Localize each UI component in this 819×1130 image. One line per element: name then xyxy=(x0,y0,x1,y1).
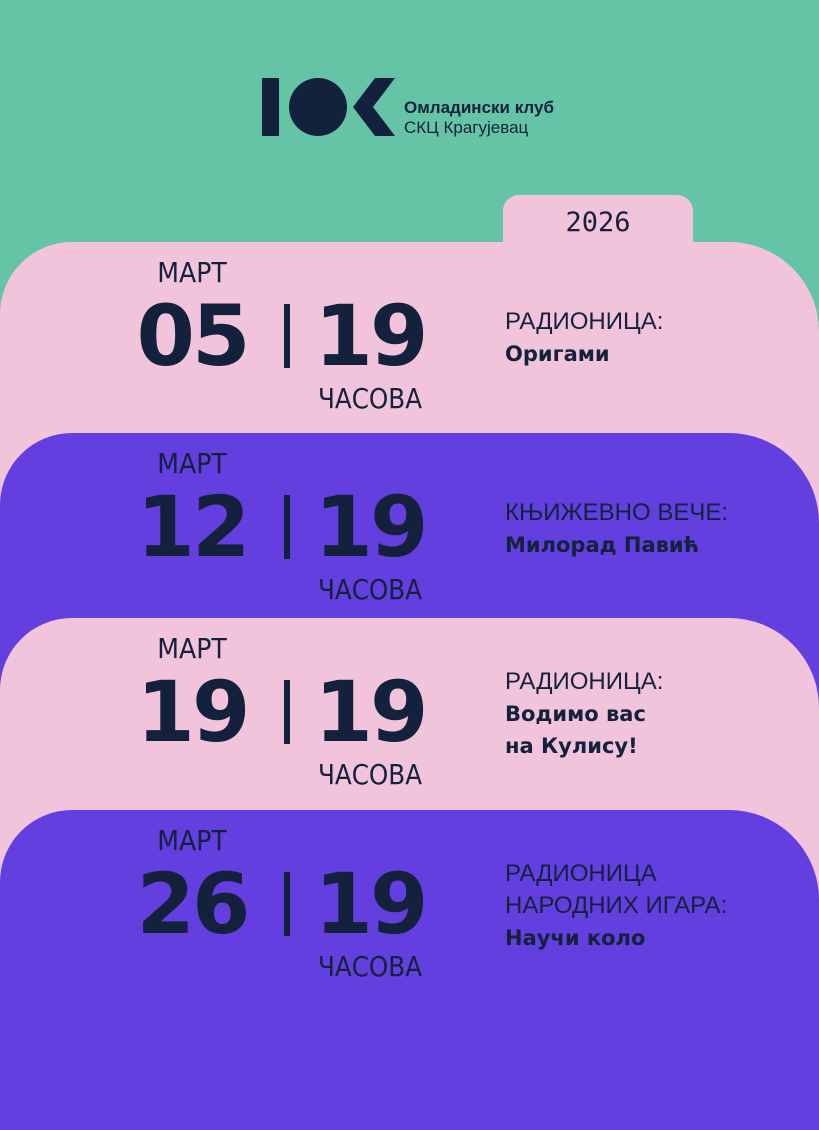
logo-text: Омладински клуб СКЦ Крагујевац xyxy=(404,98,554,138)
event-description: РАДИОНИЦА НАРОДНИХ ИГАРА: Научи коло xyxy=(505,858,727,954)
event-hours-label: ЧАСОВА xyxy=(317,758,423,791)
event-title-line: Оригами xyxy=(505,342,610,366)
event-day: 05 xyxy=(136,287,251,385)
event-description: РАДИОНИЦА: Оригами xyxy=(505,306,663,370)
date-time-divider xyxy=(284,872,290,936)
date-time-divider xyxy=(284,680,290,744)
event-title-line: Милорад Павић xyxy=(505,533,700,557)
event-day: 12 xyxy=(136,478,251,576)
event-title-line: Научи коло xyxy=(505,926,646,950)
logo-mark-chevron xyxy=(353,78,395,136)
brand-line-1: Омладински клуб xyxy=(404,98,554,117)
event-description: КЊИЖЕВНО ВЕЧЕ: Милорад Павић xyxy=(505,497,728,561)
brand-line-2: СКЦ Крагујевац xyxy=(404,118,529,137)
event-title-line: на Кулису! xyxy=(505,734,638,758)
event-month: МАРТ xyxy=(157,824,227,857)
event-hours-label: ЧАСОВА xyxy=(317,950,423,983)
event-hour: 19 xyxy=(314,478,429,576)
event-title-line: Водимо вас xyxy=(505,702,646,726)
event-hour: 19 xyxy=(314,663,429,761)
event-type-line: РАДИОНИЦА: xyxy=(505,668,664,695)
logo-mark-circle xyxy=(289,78,347,136)
event-hour: 19 xyxy=(314,287,429,385)
event-day: 26 xyxy=(136,855,251,953)
event-card: МАРТ 26 19 ЧАСОВА РАДИОНИЦА НАРОДНИХ ИГАР… xyxy=(0,810,819,1130)
event-day: 19 xyxy=(136,663,251,761)
event-type-line: РАДИОНИЦА: xyxy=(505,308,664,335)
event-month: МАРТ xyxy=(157,256,227,289)
event-hours-label: ЧАСОВА xyxy=(317,382,423,415)
logo-mark-bar xyxy=(262,78,279,136)
event-type-line: НАРОДНИХ ИГАРА: xyxy=(505,892,728,919)
event-hour: 19 xyxy=(314,855,429,953)
event-type-line: РАДИОНИЦА xyxy=(505,860,657,887)
date-time-divider xyxy=(284,495,290,559)
event-description: РАДИОНИЦА: Водимо вас на Кулису! xyxy=(505,666,663,762)
event-type-line: КЊИЖЕВНО ВЕЧЕ: xyxy=(505,499,729,526)
event-hours-label: ЧАСОВА xyxy=(317,573,423,606)
date-time-divider xyxy=(284,304,290,368)
event-month: МАРТ xyxy=(157,447,227,480)
event-month: МАРТ xyxy=(157,632,227,665)
